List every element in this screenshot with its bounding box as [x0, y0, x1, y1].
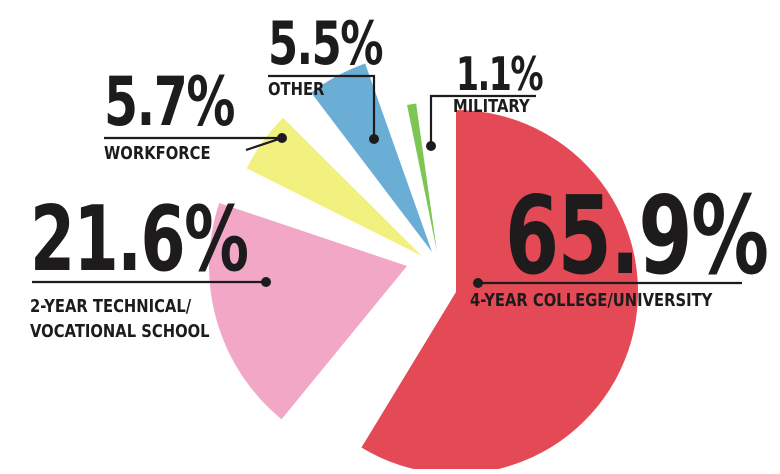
leader-line-other: [268, 74, 376, 139]
slice-4-year-label: 4-YEAR COLLEGE/UNIVERSITY: [470, 290, 713, 311]
leader-dot-military: [426, 141, 436, 151]
slice-military-label: MILITARY: [453, 96, 530, 117]
slice-2-year: [208, 202, 407, 420]
slice-4-year: [361, 110, 639, 474]
slice-other-percent: 5.5%: [268, 9, 383, 79]
slice-military-percent: 1.1%: [456, 47, 544, 101]
slice-other-label: OTHER: [268, 79, 325, 100]
leader-dot-workforce: [277, 133, 287, 143]
slice-workforce-label: WORKFORCE: [104, 143, 211, 164]
slice-workforce: [246, 117, 422, 256]
leader-line-military: [429, 94, 536, 146]
slice-4-year-percent: 65.9%: [505, 174, 769, 299]
leader-dot-4-year: [473, 278, 483, 288]
slice-2-year-percent: 21.6%: [30, 187, 249, 292]
slice-other: [311, 63, 432, 252]
slice-2-year-label: 2-YEAR TECHNICAL/ VOCATIONAL SCHOOL: [30, 296, 210, 343]
leader-dot-other: [369, 134, 379, 144]
slice-workforce-percent: 5.7%: [104, 63, 235, 142]
slice-military: [407, 103, 437, 252]
leader-dot-2-year: [261, 277, 271, 287]
